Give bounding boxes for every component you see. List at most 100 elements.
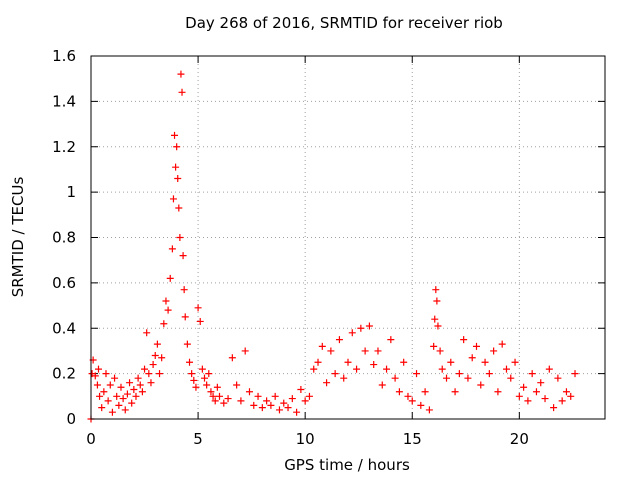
data-point: [141, 365, 149, 373]
data-point: [258, 404, 266, 412]
data-point: [96, 392, 104, 400]
data-point: [537, 379, 545, 387]
data-point: [178, 88, 186, 96]
data-point: [275, 406, 283, 414]
data-point: [171, 131, 179, 139]
data-point: [436, 347, 444, 355]
data-point: [528, 370, 536, 378]
data-point: [477, 381, 485, 389]
data-point: [169, 195, 177, 203]
y-tick-label: 0.2: [52, 365, 76, 383]
data-point: [353, 365, 361, 373]
data-point: [550, 404, 558, 412]
data-point: [481, 358, 489, 366]
data-point: [305, 392, 313, 400]
data-point: [293, 408, 301, 416]
data-point: [130, 386, 138, 394]
y-tick-label: 0.8: [52, 229, 76, 247]
data-point: [254, 392, 262, 400]
data-point: [216, 392, 223, 400]
data-point: [571, 370, 579, 378]
data-point: [250, 401, 258, 409]
data-point: [280, 399, 288, 407]
data-point: [220, 399, 228, 407]
data-point: [160, 320, 168, 328]
data-point: [177, 70, 185, 78]
data-point: [228, 354, 236, 362]
data-point: [115, 401, 123, 409]
data-point: [117, 383, 125, 391]
data-point: [166, 274, 174, 282]
y-axis-label: SRMTID / TECUs: [9, 176, 27, 298]
data-point: [348, 329, 356, 337]
data-point: [365, 322, 373, 330]
x-tick-label: 10: [296, 430, 315, 448]
data-point: [447, 358, 455, 366]
data-point: [451, 388, 459, 396]
data-point: [498, 340, 506, 348]
data-points: [87, 70, 579, 423]
data-point: [455, 370, 463, 378]
data-point: [111, 374, 119, 382]
data-point: [98, 404, 106, 412]
data-point: [473, 342, 480, 350]
x-tick-label: 5: [193, 430, 203, 448]
data-point: [490, 347, 498, 355]
data-point: [93, 381, 101, 389]
data-point: [175, 204, 183, 212]
data-point: [314, 358, 322, 366]
data-point: [395, 388, 403, 396]
data-point: [128, 399, 136, 407]
data-point: [468, 354, 476, 362]
data-point: [153, 340, 161, 348]
data-point: [545, 365, 553, 373]
plot-frame: [90, 55, 606, 420]
data-point: [192, 383, 200, 391]
y-tick-label: 0.6: [52, 274, 76, 292]
data-point: [198, 365, 206, 373]
data-point: [434, 322, 442, 330]
data-point: [421, 388, 429, 396]
x-axis-label: GPS time / hours: [284, 456, 410, 474]
data-point: [297, 386, 305, 394]
y-tick-label: 1: [66, 183, 76, 201]
y-tick-label: 1.6: [52, 47, 76, 65]
data-point: [121, 406, 129, 414]
data-point: [94, 365, 102, 373]
data-point: [357, 324, 365, 332]
data-point: [143, 329, 151, 337]
data-point: [520, 383, 528, 391]
data-point: [494, 388, 502, 396]
data-point: [91, 372, 99, 380]
data-point: [102, 370, 110, 378]
data-point: [201, 374, 209, 382]
data-point: [404, 392, 412, 400]
data-point: [172, 163, 180, 171]
data-point: [100, 388, 108, 396]
data-point: [156, 370, 164, 378]
data-point: [460, 336, 468, 344]
data-point: [106, 381, 114, 389]
y-tick-label: 0: [66, 410, 76, 428]
data-point: [263, 397, 271, 405]
data-point: [541, 395, 549, 403]
data-point: [164, 306, 172, 314]
data-point: [310, 365, 318, 373]
data-point: [554, 374, 562, 382]
data-point: [524, 397, 532, 405]
data-point: [323, 379, 331, 387]
data-point: [432, 286, 440, 294]
data-point: [113, 392, 121, 400]
data-point: [224, 395, 232, 403]
data-point: [443, 374, 451, 382]
x-tick-label: 20: [510, 430, 529, 448]
grid-lines: [91, 56, 605, 419]
data-point: [370, 361, 378, 369]
y-tick-label: 1.2: [52, 138, 76, 156]
data-point: [173, 143, 181, 151]
data-point: [136, 381, 144, 389]
data-point: [430, 342, 438, 350]
data-point: [331, 370, 339, 378]
data-point: [532, 388, 540, 396]
data-point: [205, 370, 213, 378]
